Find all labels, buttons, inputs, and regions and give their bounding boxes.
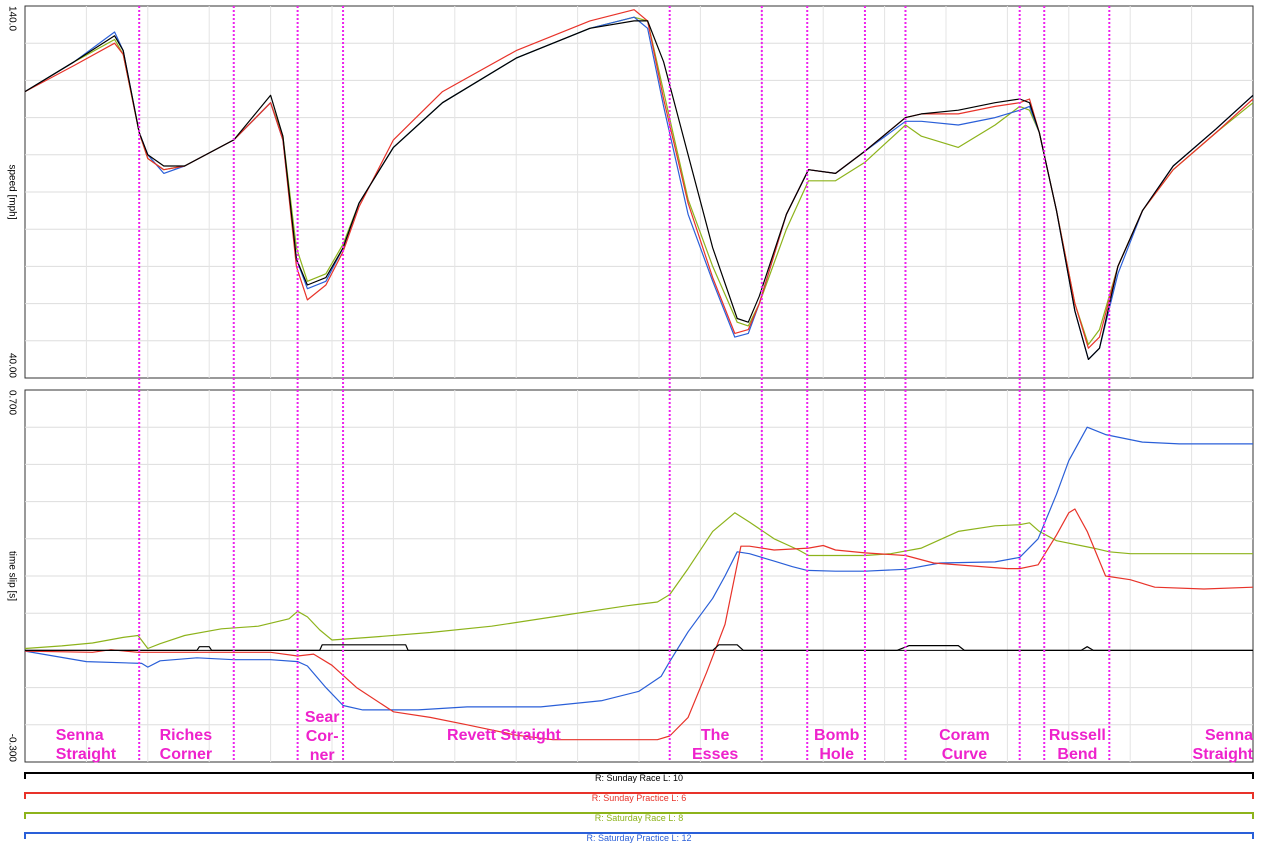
sector-label-line: Curve	[942, 746, 987, 763]
sector-label-line: Revett Straight	[447, 727, 561, 744]
sector-label: Sear Cor-ner	[305, 709, 340, 764]
speed-ymin-label: 40.00	[6, 353, 17, 378]
sector-markers: Senna Straight Riches Corner Sear Cor-ner Reve…	[56, 6, 1254, 764]
sector-label-line: Esses	[692, 746, 738, 763]
sector-label-line: Hole	[819, 746, 854, 763]
sector-label: Riches Corner	[160, 727, 213, 763]
sector-label-line: Straight	[1193, 746, 1254, 763]
sector-label-line: ner	[310, 747, 335, 764]
sector-label: Russell Bend	[1049, 727, 1106, 763]
sector-label-line: Russell	[1049, 727, 1106, 744]
time-slip-series-sunday-practice	[24, 508, 1254, 741]
lap-legend[interactable]: R: Sunday Race L: 10 R: Sunday Practice L…	[24, 772, 1254, 843]
sector-label-line: Bomb	[814, 727, 860, 744]
time-slip-panel: 0.700 -0.300 time slip [s]	[6, 389, 1254, 763]
sector-label-line: Cor-	[306, 728, 339, 745]
sector-label-line: Straight	[56, 746, 117, 763]
legend-bar	[24, 772, 1254, 779]
speed-panel: 140.0 40.00 speed [mph]	[6, 5, 1254, 379]
sector-label-line: Senna	[1205, 727, 1253, 744]
sector-label: The Esses	[692, 727, 738, 763]
legend-item-sunday-practice[interactable]: R: Sunday Practice L: 6	[24, 792, 1254, 803]
legend-bar	[24, 832, 1254, 839]
sector-label: Senna Straight	[56, 727, 117, 763]
sector-label-line: The	[701, 727, 730, 744]
time-slip-ymin-label: -0.300	[6, 734, 17, 763]
time-slip-series-saturday-practice	[24, 426, 1253, 711]
sector-label: Senna Straight	[1193, 727, 1254, 763]
legend-label: R: Saturday Race L: 8	[595, 813, 684, 823]
sector-label: Revett Straight	[447, 727, 561, 744]
speed-axis-title: speed [mph]	[6, 164, 17, 219]
legend-item-sunday-race[interactable]: R: Sunday Race L: 10	[24, 772, 1254, 783]
sector-label-line: Senna	[56, 727, 104, 744]
legend-label: R: Sunday Practice L: 6	[592, 793, 687, 803]
sector-label-line: Riches	[160, 727, 213, 744]
legend-label: R: Sunday Race L: 10	[595, 773, 683, 783]
sector-label-line: Sear	[305, 709, 340, 726]
legend-item-saturday-race[interactable]: R: Saturday Race L: 8	[24, 812, 1254, 823]
time-slip-axis-title: time slip [s]	[6, 551, 17, 601]
speed-series-sunday-race	[24, 20, 1254, 360]
sector-label: Coram Curve	[939, 727, 990, 763]
time-slip-ymax-label: 0.700	[6, 390, 17, 415]
sector-label-line: Bend	[1057, 746, 1097, 763]
speed-ymax-label: 140.0	[6, 6, 17, 31]
sector-label: Bomb Hole	[814, 727, 860, 763]
legend-label: R: Saturday Practice L: 12	[586, 833, 691, 843]
sector-label-line: Corner	[160, 746, 212, 763]
sector-label-line: Coram	[939, 727, 990, 744]
legend-bar	[24, 792, 1254, 799]
legend-bar	[24, 812, 1254, 819]
legend-item-saturday-practice[interactable]: R: Saturday Practice L: 12	[24, 832, 1254, 843]
time-slip-series-sunday-race	[25, 644, 1253, 651]
